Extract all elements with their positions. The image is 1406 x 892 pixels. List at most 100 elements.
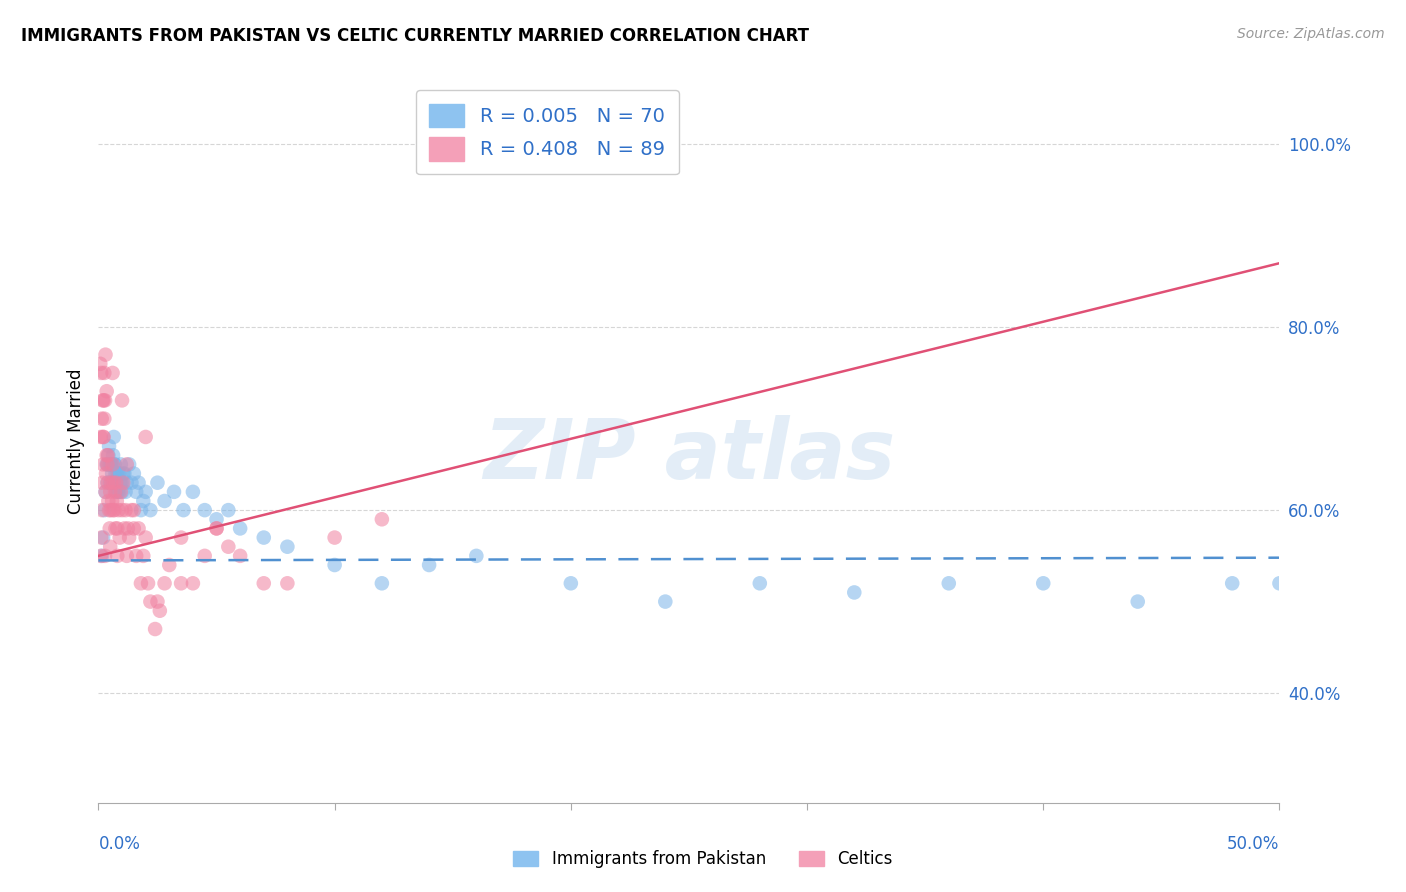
Point xyxy=(90,549,112,563)
Point xyxy=(323,531,346,545)
Point xyxy=(90,430,112,444)
Point xyxy=(253,531,276,545)
Point xyxy=(96,384,118,399)
Point xyxy=(135,430,157,444)
Point xyxy=(96,458,118,472)
Point xyxy=(149,604,172,618)
Point xyxy=(253,576,276,591)
Point xyxy=(101,475,124,490)
Point xyxy=(90,411,112,425)
Point xyxy=(121,475,143,490)
Point xyxy=(101,503,124,517)
Point xyxy=(96,475,118,490)
Point xyxy=(103,503,125,517)
Point xyxy=(110,458,132,472)
Point xyxy=(105,549,128,563)
Point xyxy=(91,475,114,490)
Point xyxy=(129,576,152,591)
Point xyxy=(98,458,121,472)
Point xyxy=(114,484,136,499)
Point xyxy=(135,484,157,499)
Text: 0.0%: 0.0% xyxy=(98,835,141,854)
Point xyxy=(98,484,121,499)
Point xyxy=(118,531,141,545)
Legend: R = 0.005   N = 70, R = 0.408   N = 89: R = 0.005 N = 70, R = 0.408 N = 89 xyxy=(416,90,679,175)
Point xyxy=(125,549,148,563)
Point xyxy=(100,458,122,472)
Point xyxy=(194,549,217,563)
Point xyxy=(90,366,112,380)
Point xyxy=(93,503,115,517)
Point xyxy=(194,503,217,517)
Point xyxy=(97,448,120,462)
Point xyxy=(94,467,117,481)
Point xyxy=(205,521,228,535)
Point xyxy=(89,357,111,371)
Point xyxy=(170,576,193,591)
Point xyxy=(90,531,112,545)
Point xyxy=(135,531,157,545)
Point xyxy=(217,540,239,554)
Point xyxy=(181,576,204,591)
Point xyxy=(121,503,143,517)
Point xyxy=(110,475,132,490)
Point xyxy=(108,484,131,499)
Point xyxy=(104,484,127,499)
Point xyxy=(136,576,159,591)
Point xyxy=(91,458,114,472)
Point xyxy=(139,503,162,517)
Point xyxy=(98,503,121,517)
Point xyxy=(1268,576,1291,591)
Point xyxy=(146,475,169,490)
Point xyxy=(132,494,155,508)
Point xyxy=(153,576,176,591)
Point xyxy=(111,503,134,517)
Point xyxy=(101,494,124,508)
Point xyxy=(371,576,394,591)
Point xyxy=(96,448,118,462)
Point xyxy=(371,512,394,526)
Point xyxy=(101,448,124,462)
Text: 50.0%: 50.0% xyxy=(1227,835,1279,854)
Point xyxy=(94,484,117,499)
Point xyxy=(101,467,124,481)
Point xyxy=(105,467,128,481)
Point xyxy=(96,458,118,472)
Point xyxy=(100,503,122,517)
Point xyxy=(146,594,169,608)
Point xyxy=(205,512,228,526)
Point xyxy=(1126,594,1149,608)
Point xyxy=(101,458,124,472)
Point xyxy=(93,430,115,444)
Point xyxy=(560,576,582,591)
Point xyxy=(105,475,128,490)
Point xyxy=(170,531,193,545)
Text: ZIP atlas: ZIP atlas xyxy=(482,416,896,497)
Point xyxy=(276,576,298,591)
Point xyxy=(118,458,141,472)
Point xyxy=(323,558,346,572)
Point xyxy=(115,458,138,472)
Point xyxy=(103,475,125,490)
Point xyxy=(94,549,117,563)
Point xyxy=(132,549,155,563)
Point xyxy=(98,540,121,554)
Point xyxy=(97,448,120,462)
Point xyxy=(465,549,488,563)
Point xyxy=(105,475,128,490)
Point xyxy=(139,594,162,608)
Point xyxy=(107,484,129,499)
Text: Source: ZipAtlas.com: Source: ZipAtlas.com xyxy=(1237,27,1385,41)
Point xyxy=(112,475,135,490)
Text: IMMIGRANTS FROM PAKISTAN VS CELTIC CURRENTLY MARRIED CORRELATION CHART: IMMIGRANTS FROM PAKISTAN VS CELTIC CURRE… xyxy=(21,27,808,45)
Point xyxy=(101,366,124,380)
Point xyxy=(276,540,298,554)
Point xyxy=(748,576,770,591)
Point xyxy=(172,503,194,517)
Point xyxy=(125,484,148,499)
Point xyxy=(91,430,114,444)
Point xyxy=(91,393,114,408)
Point xyxy=(418,558,440,572)
Point xyxy=(104,467,127,481)
Point xyxy=(128,475,150,490)
